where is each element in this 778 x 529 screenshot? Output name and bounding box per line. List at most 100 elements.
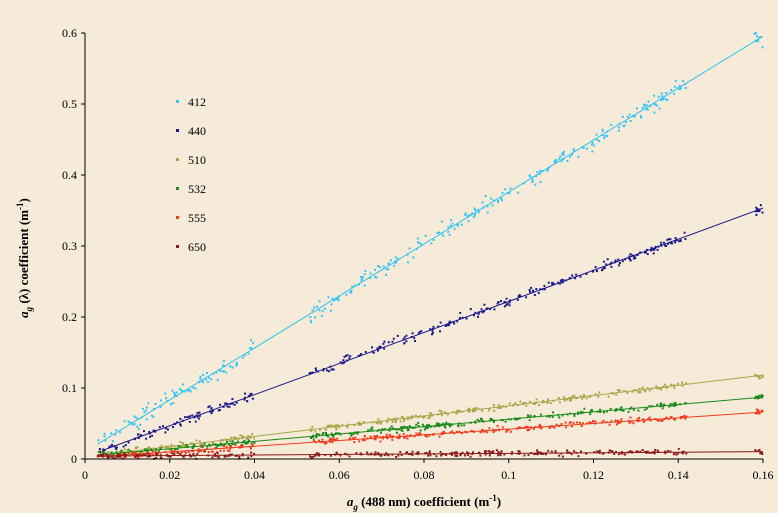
data-point xyxy=(115,450,118,453)
data-point xyxy=(189,455,192,458)
data-point xyxy=(466,431,469,434)
data-point xyxy=(497,405,500,408)
fit-line-555 xyxy=(97,411,764,458)
data-point xyxy=(400,426,403,429)
data-point xyxy=(367,429,370,432)
data-point xyxy=(570,453,573,456)
data-point xyxy=(755,395,758,398)
data-point xyxy=(458,410,461,413)
data-point xyxy=(683,231,686,234)
data-point xyxy=(174,448,177,451)
data-point xyxy=(517,191,520,194)
data-point xyxy=(241,453,244,456)
data-point xyxy=(606,130,609,133)
data-point xyxy=(550,425,553,428)
data-point xyxy=(568,396,571,399)
data-point xyxy=(338,432,341,435)
data-point xyxy=(760,376,763,379)
data-point xyxy=(113,445,116,448)
data-point xyxy=(495,429,497,432)
data-point xyxy=(541,170,544,172)
data-point xyxy=(519,426,522,429)
y-tick-label: 0.4 xyxy=(62,168,77,182)
data-point xyxy=(659,405,662,408)
data-point xyxy=(674,418,677,421)
data-point xyxy=(247,440,250,443)
data-point xyxy=(387,268,390,271)
data-point xyxy=(344,452,347,455)
data-point xyxy=(442,431,444,434)
data-point xyxy=(606,258,609,261)
data-point xyxy=(451,423,454,426)
legend-marker xyxy=(176,245,179,248)
data-point xyxy=(495,449,498,452)
data-point xyxy=(569,155,571,158)
x-axis-title-prefix: a xyxy=(347,494,354,509)
data-point xyxy=(360,278,363,281)
data-point xyxy=(395,259,398,262)
data-point xyxy=(191,414,194,417)
data-point xyxy=(429,328,432,331)
data-point xyxy=(760,410,763,413)
data-point xyxy=(530,286,533,289)
data-point xyxy=(228,454,231,457)
data-point xyxy=(108,445,111,448)
data-point xyxy=(322,369,325,372)
data-point xyxy=(463,424,466,427)
data-point xyxy=(369,453,372,456)
data-point xyxy=(760,394,763,397)
data-point xyxy=(623,389,626,392)
data-point xyxy=(392,337,395,340)
data-point xyxy=(591,143,594,146)
data-point xyxy=(108,455,111,458)
data-point xyxy=(332,435,335,438)
data-point xyxy=(488,427,491,430)
data-point xyxy=(605,410,608,413)
data-point xyxy=(186,443,189,446)
data-point xyxy=(585,273,588,275)
data-point xyxy=(208,443,211,446)
data-point xyxy=(110,432,113,435)
data-point xyxy=(127,421,130,424)
data-point xyxy=(526,429,529,432)
data-point xyxy=(624,258,627,261)
data-point xyxy=(354,436,357,439)
x-tick-label: 0 xyxy=(82,468,88,482)
data-point xyxy=(108,453,111,456)
data-point xyxy=(424,434,427,436)
data-point xyxy=(672,453,675,456)
data-point xyxy=(645,452,648,454)
data-point xyxy=(415,423,418,426)
data-point xyxy=(530,452,533,454)
data-point xyxy=(123,448,126,451)
data-point xyxy=(445,453,448,456)
data-point xyxy=(309,371,312,374)
data-point xyxy=(456,320,459,323)
data-point xyxy=(547,400,550,403)
data-point xyxy=(362,421,365,423)
data-point xyxy=(189,389,192,392)
data-point xyxy=(118,453,121,456)
data-point xyxy=(231,440,234,443)
data-point xyxy=(633,255,636,258)
data-point xyxy=(461,451,464,454)
data-point xyxy=(664,98,667,101)
data-point xyxy=(311,425,314,428)
data-point xyxy=(187,389,190,392)
data-point xyxy=(672,402,675,405)
data-point xyxy=(760,395,763,398)
data-point xyxy=(517,404,519,407)
data-point xyxy=(319,441,322,443)
data-point xyxy=(167,448,170,451)
data-point xyxy=(371,429,374,432)
data-point xyxy=(309,316,312,318)
data-point xyxy=(222,443,224,446)
data-point xyxy=(228,450,231,453)
data-point xyxy=(398,433,401,436)
data-point xyxy=(376,435,379,437)
data-point xyxy=(354,431,357,434)
data-point xyxy=(219,441,222,444)
legend-marker xyxy=(176,129,179,132)
data-point xyxy=(310,437,312,439)
